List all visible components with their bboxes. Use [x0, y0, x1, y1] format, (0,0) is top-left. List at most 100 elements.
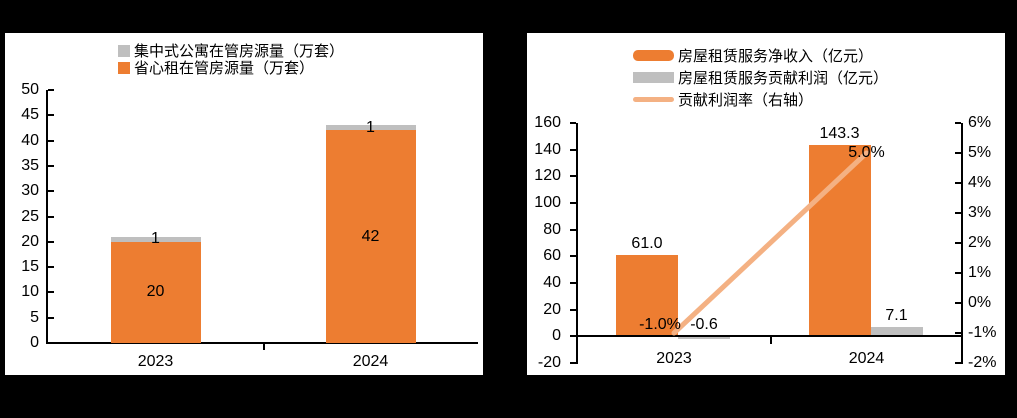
left-axis-tick: [570, 255, 576, 258]
bar-segment: [616, 255, 678, 337]
legend-label: 房屋租赁服务贡献利润（亿元）: [678, 69, 889, 87]
y-axis-tick-label: 30: [21, 182, 39, 200]
left-axis-line: [576, 123, 578, 364]
legend-item: 贡献利润率（右轴）: [633, 88, 888, 110]
y-axis-tick-label: 25: [21, 207, 39, 225]
bar-segment: [325, 125, 416, 131]
left-axis-tick: [570, 308, 576, 311]
right-axis-tick: [955, 212, 961, 214]
legend-label: 集中式公寓在管房源量（万套）: [134, 43, 345, 60]
y-axis-tick-label: 10: [21, 283, 39, 301]
bar-segment: [678, 336, 730, 340]
y-axis-tick-label: 0: [30, 334, 39, 351]
legend-item: 省心租在管房源量（万套）: [118, 59, 344, 77]
left-axis-tick: [570, 148, 576, 151]
left-chart-legend: 集中式公寓在管房源量（万套） 省心租在管房源量（万套）: [118, 42, 345, 77]
bar-label: 61.0: [631, 235, 663, 252]
y-axis-tick-label: 15: [21, 258, 39, 276]
right-axis-tick-label: 5%: [968, 144, 992, 161]
legend-item: 集中式公寓在管房源量（万套）: [118, 42, 345, 60]
left-chart-plot-area: 0 5 10 15 20 25 30 35 40 45 50 20 1 2023 42 1 2024: [5, 33, 483, 375]
y-axis-line: [46, 90, 48, 344]
bar-segment: [325, 130, 416, 343]
y-axis-tick-label: 40: [21, 131, 39, 149]
y-axis-tick: [48, 215, 54, 218]
left-axis-tick: [570, 228, 576, 231]
bar-label: -0.6: [690, 316, 718, 334]
y-axis-tick: [48, 190, 54, 193]
category-label: 2024: [848, 350, 885, 367]
y-axis-tick: [48, 240, 54, 243]
category-label: 2023: [656, 350, 692, 367]
right-axis-tick-label: 0%: [968, 294, 992, 311]
right-axis-tick: [955, 362, 961, 364]
right-axis-tick: [955, 332, 961, 334]
y-axis-tick-label: 5: [30, 308, 39, 326]
bar-label: 42: [361, 227, 380, 245]
y-axis-tick: [48, 342, 54, 344]
right-axis-tick: [955, 242, 961, 244]
legend-label: 房屋租赁服务净收入（亿元）: [678, 47, 874, 65]
left-axis-tick: [570, 175, 576, 178]
legend-swatch-net-revenue: [633, 49, 674, 61]
legend-swatch-margin-line: [633, 96, 674, 102]
bar-segment: [870, 326, 923, 337]
y-axis-tick: [48, 316, 54, 319]
bar-label: 7.1: [885, 306, 908, 324]
right-axis-tick-label: 2%: [968, 234, 992, 251]
left-axis-tick-label: -20: [537, 354, 561, 371]
right-axis-line: [961, 123, 963, 364]
bar-segment: [110, 241, 201, 343]
right-chart-plot-area: -20 0 20 40 60 80 100 120 140 160 -2% -1% 0% 1% 2% 3% 4%…: [527, 33, 1005, 375]
y-axis-tick-label: 20: [21, 232, 39, 250]
right-axis-tick: [955, 182, 961, 184]
bar-segment: [110, 236, 201, 242]
y-axis-tick: [48, 139, 54, 142]
left-axis-tick-label: 140: [534, 140, 561, 158]
right-chart-panel: 房屋租赁服务净收入（亿元） 房屋租赁服务贡献利润（亿元） 贡献利润率（右轴） -…: [527, 33, 1005, 375]
right-chart-legend: 房屋租赁服务净收入（亿元） 房屋租赁服务贡献利润（亿元） 贡献利润率（右轴）: [633, 44, 888, 110]
y-axis-tick: [48, 89, 54, 91]
category-label: 2024: [352, 353, 389, 370]
left-axis-tick-label: 120: [534, 167, 561, 185]
legend-label: 省心租在管房源量（万套）: [134, 60, 315, 77]
y-axis-tick: [48, 114, 54, 117]
left-axis-tick: [570, 282, 576, 284]
y-axis-tick-label: 45: [21, 106, 39, 124]
right-axis-tick: [955, 302, 961, 304]
legend-item: 房屋租赁服务贡献利润（亿元）: [633, 66, 888, 88]
bar-label: 1: [366, 118, 375, 136]
left-axis-tick: [570, 122, 576, 124]
legend-swatch-concentrated-apartments: [118, 44, 130, 57]
right-axis-tick-label: 3%: [968, 204, 992, 221]
y-axis-tick: [48, 291, 54, 294]
category-label: 2023: [137, 353, 174, 370]
bar-label: 143.3: [819, 125, 860, 143]
right-axis-tick-label: 6%: [968, 114, 992, 131]
right-axis-tick-label: -2%: [968, 354, 997, 371]
category-separator-tick: [770, 336, 772, 345]
zero-axis-line: [576, 335, 963, 338]
legend-label: 贡献利润率（右轴）: [678, 91, 814, 109]
left-chart-panel: 集中式公寓在管房源量（万套） 省心租在管房源量（万套） 0 5 10 15 20 25 30…: [5, 33, 483, 375]
y-axis-tick: [48, 164, 54, 167]
left-axis-tick-label: 160: [534, 114, 561, 131]
left-axis-tick-label: 40: [543, 274, 561, 291]
x-axis-line: [46, 342, 478, 344]
left-axis-tick-label: 100: [534, 194, 561, 211]
right-axis-tick: [955, 152, 961, 154]
bar-label: 1: [151, 230, 160, 248]
right-axis-tick-label: -1%: [968, 324, 997, 341]
right-axis-tick-label: 4%: [968, 174, 992, 191]
legend-swatch-shengxinzu: [118, 61, 130, 74]
left-axis-tick-label: 80: [543, 220, 561, 238]
left-axis-tick: [570, 362, 576, 364]
left-axis-tick: [570, 335, 576, 338]
y-axis-tick: [48, 266, 54, 269]
right-axis-tick-label: 1%: [968, 264, 992, 281]
left-axis-tick-label: 20: [543, 300, 561, 318]
line-point-label: -1.0%: [639, 316, 681, 333]
y-axis-tick-label: 50: [21, 81, 39, 98]
legend-item: 房屋租赁服务净收入（亿元）: [633, 44, 888, 66]
left-axis-tick-label: 60: [543, 247, 561, 265]
